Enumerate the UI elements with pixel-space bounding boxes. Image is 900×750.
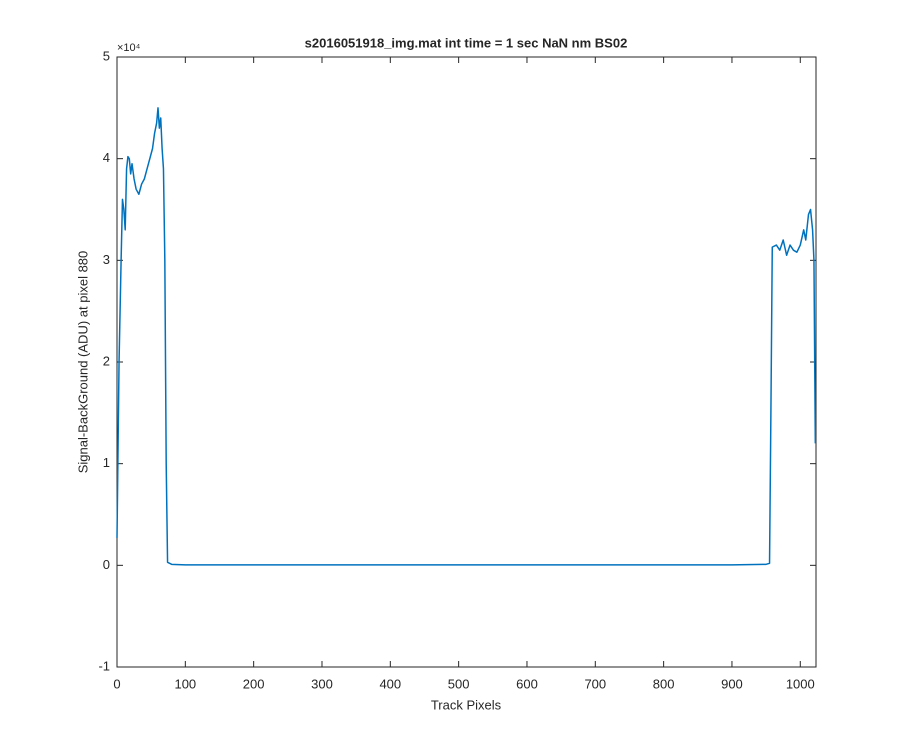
x-tick-label: 600: [516, 676, 538, 691]
y-axis-label: Signal-BackGround (ADU) at pixel 880: [75, 251, 90, 474]
x-tick-label: 300: [311, 676, 333, 691]
x-axis-label: Track Pixels: [431, 697, 502, 712]
y-exponent-label: ×10⁴: [117, 42, 141, 54]
y-tick-label: 1: [103, 455, 110, 470]
chart-title: s2016051918_img.mat int time = 1 sec NaN…: [305, 35, 628, 50]
x-tick-label: 800: [653, 676, 675, 691]
y-tick-label: 0: [103, 557, 110, 572]
y-tick-label: 5: [103, 48, 110, 63]
x-tick-label: 0: [113, 676, 120, 691]
data-line: [116, 107, 817, 566]
x-tick-label: 100: [174, 676, 196, 691]
x-tick-label: 500: [448, 676, 470, 691]
x-tick-label: 900: [721, 676, 743, 691]
x-tick-label: 200: [243, 676, 265, 691]
y-tick-label: 2: [103, 353, 110, 368]
x-tick-label: 700: [584, 676, 606, 691]
y-tick-label: 3: [103, 252, 110, 267]
x-tick-label: 1000: [786, 676, 815, 691]
y-tick-label: -1: [98, 658, 110, 673]
plot-box: [116, 56, 817, 668]
y-tick-label: 4: [103, 150, 110, 165]
x-tick-label: 400: [379, 676, 401, 691]
